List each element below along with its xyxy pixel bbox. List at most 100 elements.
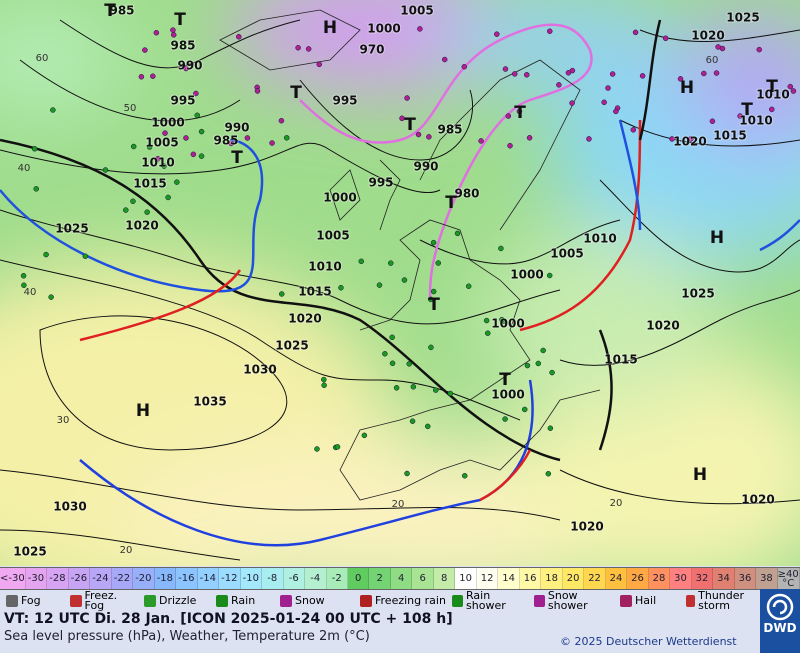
weather-icon	[360, 594, 372, 607]
isobar-label: 995	[368, 176, 393, 190]
isobar-label: 1020	[125, 219, 158, 233]
map: 9859909951000100510101015102010251030103…	[0, 0, 800, 566]
weather-legend-item: Snow	[274, 589, 354, 612]
isobar-label: 1005	[550, 247, 583, 261]
weather-symbol	[662, 35, 669, 42]
isobar-label: 1015	[133, 177, 166, 191]
weather-symbol	[387, 260, 394, 266]
weather-symbol	[269, 140, 275, 146]
pressure-center: H	[136, 401, 150, 421]
weather-symbol	[485, 330, 491, 336]
weather-symbol	[737, 113, 743, 119]
isobar-label: 1000	[151, 116, 184, 130]
weather-symbol	[43, 251, 49, 258]
weather-symbol	[435, 260, 442, 266]
isobar-label: 970	[359, 43, 384, 57]
weather-symbol	[511, 71, 518, 77]
logo-text: DWD	[763, 621, 797, 635]
weather-symbol	[295, 45, 301, 51]
weather-symbol	[170, 32, 177, 38]
isobar-label: 1020	[691, 29, 724, 43]
isobar-label: 1000	[367, 22, 400, 36]
scale-cell: -20	[133, 568, 155, 589]
isobar-label: 1020	[570, 520, 603, 534]
weather-symbol	[244, 135, 251, 141]
weather-symbol	[146, 144, 153, 150]
weather-symbol	[505, 113, 512, 119]
scale-cell: -30	[25, 568, 48, 589]
scale-cell: 20	[562, 568, 585, 589]
weather-label: Freez. Fog	[84, 588, 118, 612]
weather-symbol	[123, 207, 129, 213]
weather-icon	[686, 594, 696, 607]
weather-symbol	[338, 284, 344, 291]
weather-symbol	[498, 245, 504, 252]
weather-symbol	[669, 136, 675, 142]
isotherm-label: 40	[18, 163, 31, 174]
weather-label: Drizzle	[159, 593, 197, 607]
scale-cell: 14	[498, 568, 520, 589]
weather-symbol	[417, 26, 423, 32]
weather-symbol	[502, 66, 509, 72]
weather-symbol	[424, 423, 431, 430]
isobar-label: 1000	[491, 388, 524, 402]
weather-icon	[534, 594, 545, 607]
weather-symbol	[389, 334, 395, 341]
isobar-label: 985	[213, 134, 238, 148]
scale-cell: 18	[541, 568, 563, 589]
weather-icon	[70, 594, 82, 607]
weather-symbol	[31, 146, 38, 152]
weather-symbol	[677, 76, 684, 82]
weather-symbol	[406, 361, 412, 367]
scale-cell: 26	[627, 568, 649, 589]
weather-symbol	[321, 382, 327, 389]
scale-cell: -8	[262, 568, 284, 589]
weather-symbol	[404, 95, 410, 101]
weather-symbol	[314, 446, 320, 452]
weather-symbol	[547, 28, 553, 34]
weather-symbol	[198, 128, 205, 135]
weather-symbol	[376, 282, 383, 288]
isobar-label: 1005	[316, 229, 349, 243]
scale-cell: 28	[648, 568, 671, 589]
scale-cell: 22	[584, 568, 606, 589]
scale-cell: -16	[176, 568, 198, 589]
description: Sea level pressure (hPa), Weather, Tempe…	[4, 629, 370, 644]
isobar-label: 1025	[275, 339, 308, 353]
weather-symbol	[190, 151, 197, 158]
weather-symbol	[769, 106, 775, 113]
isobar-label: 985	[170, 39, 195, 53]
pressure-center: T	[174, 10, 186, 30]
scale-cell: 30	[670, 568, 692, 589]
weather-symbol	[382, 351, 388, 357]
scale-cell: -24	[90, 568, 112, 589]
pressure-center: H	[693, 465, 707, 485]
isobar-label: 990	[224, 121, 249, 135]
isotherm-label: 60	[706, 55, 719, 66]
weather-symbol	[50, 107, 56, 113]
weather-symbol	[393, 385, 400, 391]
weather-symbol	[410, 384, 417, 390]
weather-symbol	[461, 473, 468, 479]
weather-symbol	[499, 316, 505, 323]
weather-symbol	[20, 273, 27, 279]
weather-symbol	[756, 46, 763, 53]
weather-legend-item: Rain shower	[446, 589, 528, 612]
scale-cell: 10	[455, 568, 477, 589]
isobar-label: 995	[170, 94, 195, 108]
weather-symbol	[404, 470, 410, 477]
weather-symbol	[569, 100, 575, 106]
isobar-label: 1030	[53, 500, 86, 514]
weather-symbol	[415, 131, 422, 138]
weather-symbol	[162, 130, 168, 136]
isobar-label: 995	[332, 94, 357, 108]
weather-icon	[452, 594, 464, 607]
temperature-scale: <-30 -30 -28 -26 -24 -22 -20 -18 -16 -14 -12 -10 -8-…	[0, 567, 800, 590]
weather-symbol	[719, 45, 726, 52]
scale-cell: -22	[111, 568, 134, 589]
scale-cell: -2	[326, 568, 348, 589]
pressure-center: H	[323, 18, 337, 38]
weather-symbol	[409, 418, 416, 424]
weather-legend-item: Drizzle	[138, 589, 210, 612]
